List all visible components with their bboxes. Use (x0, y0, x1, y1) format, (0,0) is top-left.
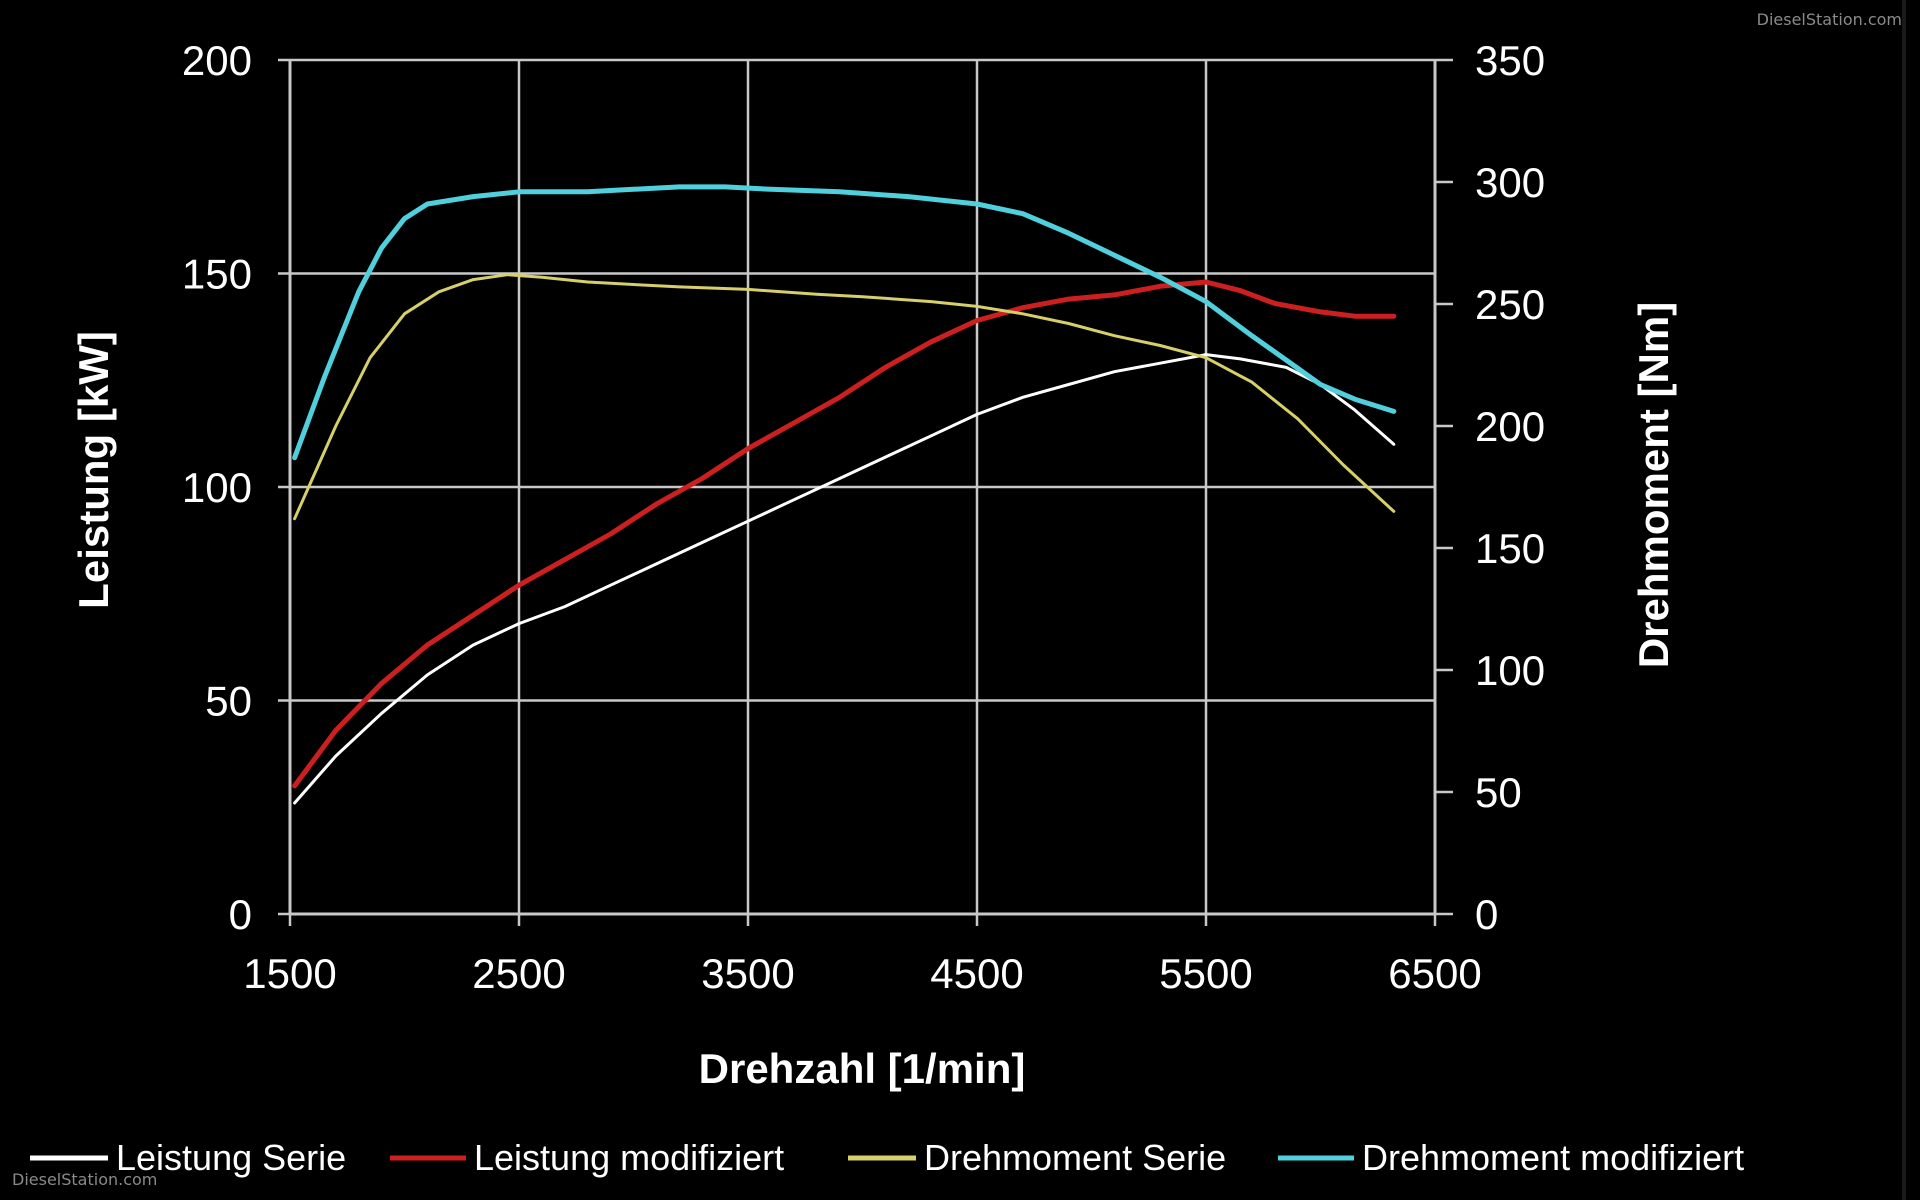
watermark-bottom: DieselStation.com (12, 1170, 158, 1189)
series-line-drehmoment-modifiziert (292, 184, 1397, 461)
y-tick-label-right: 350 (1475, 37, 1545, 84)
legend-label-drehmoment-serie: Drehmoment Serie (924, 1137, 1226, 1178)
legend-label-drehmoment-modifiziert: Drehmoment modifiziert (1362, 1137, 1744, 1178)
tick-labels: 0 50 100 150 200 0 50 100 150 200 250 300 350 1500 250… (182, 37, 1545, 997)
x-axis-label: Drehzahl [1/min] (699, 1045, 1026, 1092)
y-tick-label-right: 300 (1475, 159, 1545, 206)
x-tick-label: 1500 (243, 950, 336, 997)
y-tick-label-left: 100 (182, 464, 252, 511)
y-tick-label-left: 150 (182, 251, 252, 298)
series-line-leistung-serie (293, 353, 1396, 805)
y-tick-label-right: 150 (1475, 525, 1545, 572)
y-tick-label-left: 50 (205, 678, 252, 725)
grid-lines (288, 58, 1437, 914)
y-tick-label-right: 0 (1475, 891, 1498, 938)
y-axis-label-left: Leistung [kW] (70, 331, 117, 609)
axes (278, 58, 1453, 926)
y-tick-label-right: 100 (1475, 647, 1545, 694)
legend: Leistung Serie Leistung modifiziert Drehmo… (30, 1137, 1744, 1178)
y-tick-label-right: 250 (1475, 281, 1545, 328)
series-lines (292, 184, 1397, 805)
y-tick-label-right: 200 (1475, 403, 1545, 450)
legend-label-leistung-modifiziert: Leistung modifiziert (474, 1137, 784, 1178)
y-tick-label-left: 200 (182, 37, 252, 84)
x-tick-label: 2500 (472, 950, 565, 997)
y-axis-label-right: Drehmoment [Nm] (1630, 302, 1677, 668)
y-tick-label-right: 50 (1475, 769, 1522, 816)
x-tick-label: 4500 (930, 950, 1023, 997)
y-tick-label-left: 0 (229, 891, 252, 938)
legend-label-leistung-serie: Leistung Serie (116, 1137, 346, 1178)
series-line-leistung-modifiziert (292, 279, 1397, 789)
x-tick-label: 5500 (1159, 950, 1252, 997)
series-line-drehmoment-serie (293, 273, 1396, 521)
x-tick-label: 3500 (701, 950, 794, 997)
watermark-top: DieselStation.com (1756, 10, 1902, 29)
right-frame-border (1902, 0, 1906, 1200)
x-tick-label: 6500 (1388, 950, 1481, 997)
